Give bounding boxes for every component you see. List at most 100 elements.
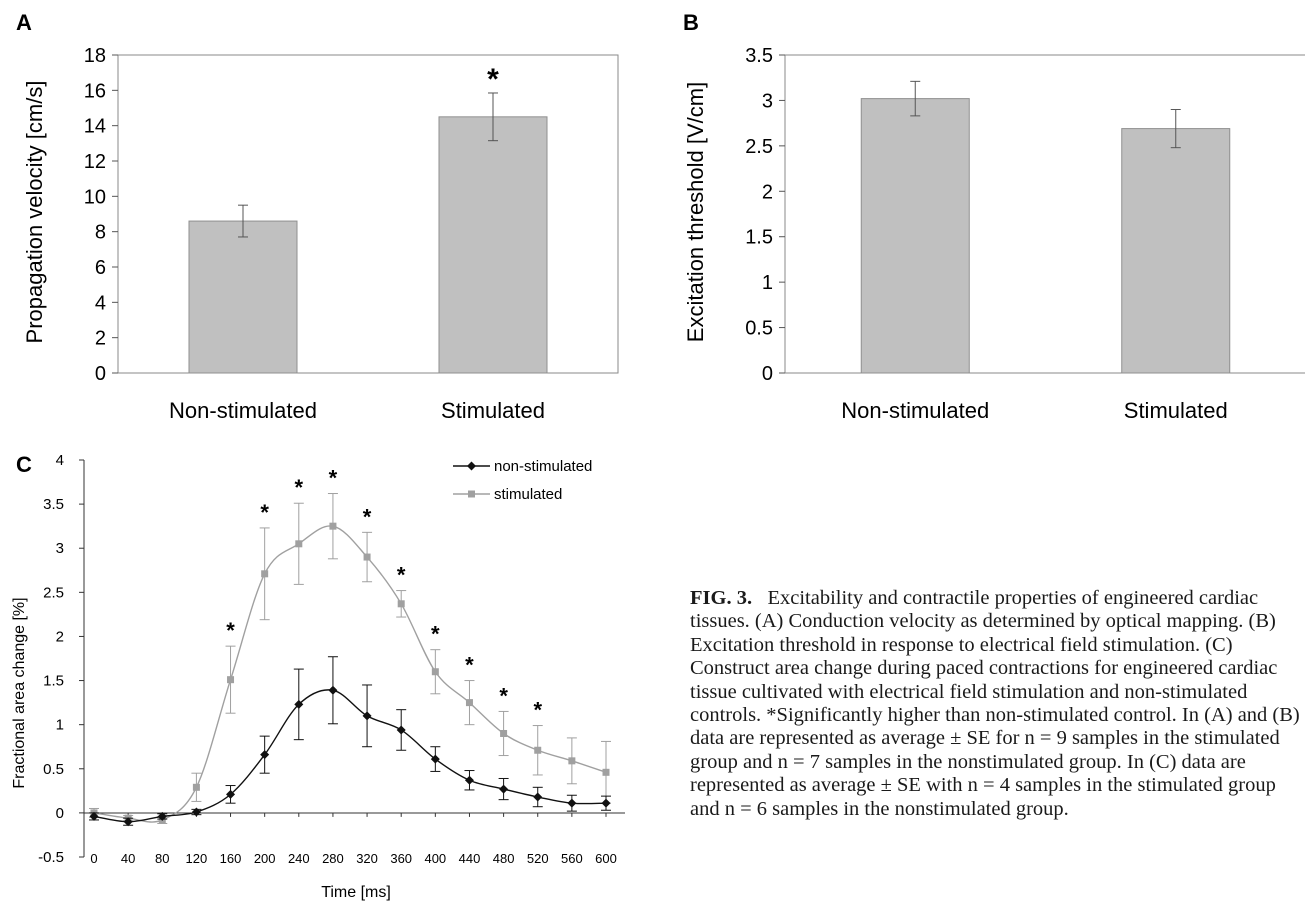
- y-tick-label: 12: [84, 151, 106, 173]
- y-tick-label: 18: [84, 45, 106, 67]
- y-tick-label: 0: [56, 805, 64, 822]
- panel-a-bars: *: [188, 63, 548, 374]
- significance-star: *: [363, 504, 372, 529]
- data-point: [192, 783, 200, 791]
- panel-a-x-axis: Non-stimulated Stimulated: [169, 398, 545, 423]
- data-point: [157, 811, 167, 821]
- y-tick-label: -0.5: [38, 849, 64, 866]
- x-tick-label: 40: [121, 851, 135, 866]
- y-tick-label: 16: [84, 80, 106, 102]
- data-point: [191, 807, 201, 817]
- panel-b-bars: [860, 80, 1231, 374]
- series-line: [93, 525, 607, 823]
- x-category-label: Stimulated: [1124, 398, 1228, 423]
- data-point: [227, 676, 235, 684]
- panel-a-ylabel: Propagation velocity [cm/s]: [22, 81, 47, 344]
- data-point: [567, 798, 577, 808]
- data-point: [430, 754, 440, 764]
- data-point: [123, 817, 133, 827]
- panel-b-label: B: [683, 10, 699, 35]
- significance-star: *: [487, 63, 499, 96]
- x-tick-label: 560: [561, 851, 583, 866]
- data-point: [363, 553, 371, 561]
- data-point: [602, 768, 610, 776]
- panel-c-y-axis: -0.5 0 0.5 1 1.5 2 2.5 3 3.5 4: [38, 452, 84, 866]
- data-point: [226, 789, 236, 799]
- significance-star: *: [533, 698, 542, 723]
- legend-marker: [468, 490, 475, 498]
- panel-b-ylabel: Excitation threshold [V/cm]: [683, 82, 708, 342]
- x-tick-label: 600: [595, 851, 617, 866]
- panel-a-plot-frame: [117, 54, 619, 374]
- y-tick-label: 1.5: [745, 227, 773, 249]
- significance-star: *: [329, 466, 338, 491]
- bar: [438, 116, 548, 374]
- panel-c-significance: * * * * * * * * * *: [226, 466, 542, 723]
- panel-b-plot-frame: [784, 54, 1305, 374]
- y-tick-label: 0: [95, 363, 106, 385]
- y-tick-label: 3: [56, 540, 64, 557]
- y-tick-label: 2.5: [745, 136, 773, 158]
- y-tick-label: 2.5: [43, 584, 64, 601]
- legend-marker: [467, 461, 476, 471]
- x-category-label: Non-stimulated: [841, 398, 989, 423]
- bar: [860, 98, 970, 374]
- x-category-label: Stimulated: [441, 398, 545, 423]
- y-tick-label: 4: [56, 452, 64, 469]
- y-tick-label: 14: [84, 116, 106, 138]
- data-point: [260, 750, 270, 760]
- y-tick-label: 3.5: [745, 45, 773, 67]
- series-stimulated: [89, 493, 611, 824]
- panel-a: A Propagation velocity [cm/s] 0 2 4 6 8 10 12 1…: [16, 10, 619, 423]
- significance-star: *: [431, 622, 440, 647]
- panel-c-legend: non-stimulated stimulated: [453, 458, 592, 503]
- panel-b-x-axis: Non-stimulated Stimulated: [841, 398, 1227, 423]
- panel-b-y-axis: 0 0.5 1 1.5 2 2.5 3 3.5: [745, 45, 785, 385]
- significance-star: *: [295, 475, 304, 500]
- x-category-label: Non-stimulated: [169, 398, 317, 423]
- x-tick-label: 0: [90, 851, 97, 866]
- data-point: [533, 792, 543, 802]
- data-point: [601, 798, 611, 808]
- data-point: [328, 685, 338, 695]
- y-tick-label: 8: [95, 222, 106, 244]
- x-tick-label: 400: [424, 851, 446, 866]
- y-tick-label: 2: [762, 181, 773, 203]
- data-point: [534, 746, 542, 754]
- significance-star: *: [465, 653, 474, 678]
- x-tick-label: 200: [254, 851, 276, 866]
- y-tick-label: 2: [56, 628, 64, 645]
- y-tick-label: 4: [95, 292, 106, 314]
- panel-c-series: [89, 493, 611, 827]
- data-point: [500, 729, 508, 737]
- data-point: [362, 711, 372, 721]
- data-point: [397, 600, 405, 608]
- bar: [188, 220, 298, 374]
- panel-c-label: C: [16, 452, 32, 477]
- x-tick-label: 280: [322, 851, 344, 866]
- x-tick-label: 440: [459, 851, 481, 866]
- panel-a-y-axis: 0 2 4 6 8 10 12 14 16 18: [84, 45, 118, 385]
- bar: [1121, 128, 1231, 374]
- figure-caption: FIG. 3. Excitability and contractile pro…: [690, 587, 1302, 821]
- legend-label: non-stimulated: [494, 458, 592, 475]
- significance-star: *: [499, 683, 508, 708]
- y-tick-label: 6: [95, 257, 106, 279]
- y-tick-label: 2: [95, 328, 106, 350]
- x-tick-label: 320: [356, 851, 378, 866]
- data-point: [261, 570, 269, 578]
- legend-label: stimulated: [494, 486, 562, 503]
- data-point: [396, 725, 406, 735]
- panel-a-label: A: [16, 10, 32, 35]
- x-tick-label: 480: [493, 851, 515, 866]
- y-tick-label: 0: [762, 363, 773, 385]
- data-point: [464, 775, 474, 785]
- y-tick-label: 1.5: [43, 673, 64, 690]
- y-tick-label: 3.5: [43, 496, 64, 513]
- series-line: [93, 689, 607, 823]
- panel-c-xlabel: Time [ms]: [321, 884, 391, 901]
- series-non-stimulated: [89, 656, 611, 827]
- y-tick-label: 3: [762, 90, 773, 112]
- data-point: [329, 522, 337, 530]
